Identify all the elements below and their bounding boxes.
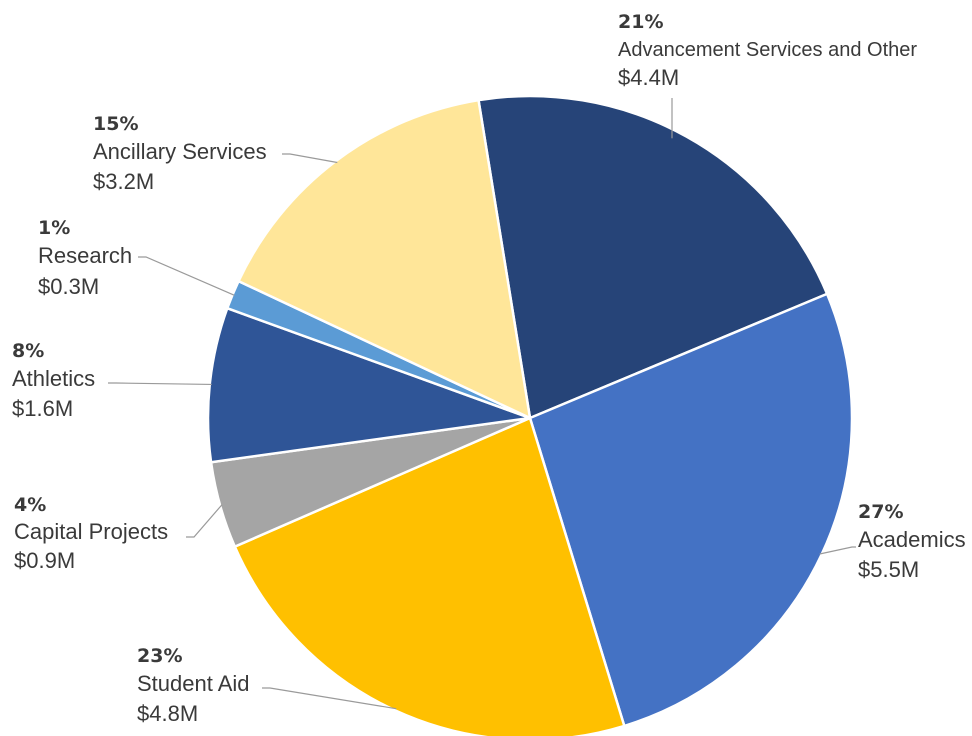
label-athletics-name: Athletics (12, 366, 95, 391)
label-advancement-percent: 21% (618, 11, 663, 33)
label-athletics-value: $1.6M (12, 396, 73, 421)
label-capital-projects-percent: 4% (14, 494, 46, 516)
label-academics-name: Academics (858, 527, 966, 552)
label-ancillary-name: Ancillary Services (93, 139, 267, 164)
label-capital-projects-name: Capital Projects (14, 519, 168, 544)
leader-line-capital-projects (186, 504, 223, 538)
label-ancillary-percent: 15% (93, 113, 138, 135)
slice-student-aid (233, 416, 626, 736)
label-academics-percent: 27% (858, 501, 903, 523)
leader-line-academics (819, 546, 856, 555)
leader-line-research (138, 256, 235, 296)
pie-slices (206, 94, 854, 736)
label-advancement: 21% Advancement Services and Other $4.4M (618, 11, 917, 90)
label-student-aid-percent: 23% (137, 645, 182, 667)
label-research-name: Research (38, 243, 132, 268)
leader-line-student-aid (262, 687, 397, 710)
label-ancillary-services: 15% Ancillary Services $3.2M (93, 113, 267, 194)
label-student-aid-value: $4.8M (137, 701, 198, 726)
label-research: 1% Research $0.3M (38, 217, 132, 299)
label-advancement-name: Advancement Services and Other (618, 39, 917, 61)
label-student-aid: 23% Student Aid $4.8M (137, 645, 250, 726)
label-capital-projects: 4% Capital Projects $0.9M (14, 494, 168, 573)
label-athletics: 8% Athletics $1.6M (12, 340, 95, 421)
leader-line-athletics (108, 382, 212, 386)
label-athletics-percent: 8% (12, 340, 44, 362)
leader-line-ancillary-services (282, 153, 338, 164)
label-research-value: $0.3M (38, 274, 99, 299)
slice-academics (528, 292, 854, 728)
label-research-percent: 1% (38, 217, 70, 239)
slice-advancement (477, 94, 829, 420)
slice-ancillary-services (236, 98, 532, 421)
label-student-aid-name: Student Aid (137, 671, 250, 696)
label-capital-projects-value: $0.9M (14, 548, 75, 573)
label-advancement-value: $4.4M (618, 65, 679, 90)
label-academics-value: $5.5M (858, 557, 919, 582)
leader-lines (108, 98, 856, 710)
label-ancillary-value: $3.2M (93, 169, 154, 194)
label-academics: 27% Academics $5.5M (858, 501, 966, 582)
